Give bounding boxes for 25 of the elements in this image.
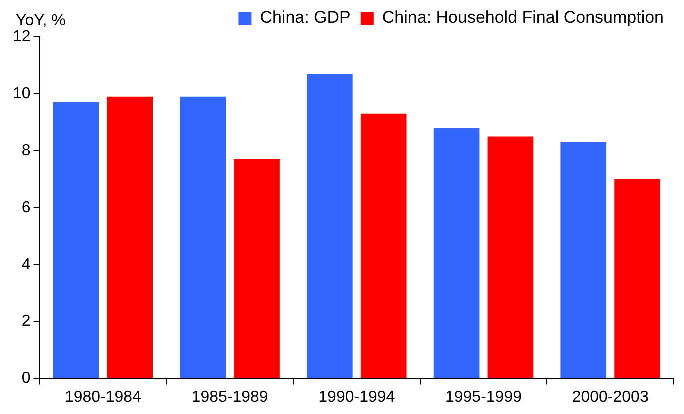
bar: [434, 128, 480, 378]
bar: [560, 142, 607, 378]
y-axis-title: YoY, %: [16, 12, 66, 30]
bar: [234, 159, 280, 378]
y-tick-label: 8: [22, 142, 31, 160]
legend-label: China: GDP: [260, 8, 351, 28]
y-tick-label: 0: [22, 370, 31, 388]
bar: [107, 96, 154, 378]
bar: [307, 74, 353, 378]
x-tick-label: 1985-1989: [192, 388, 268, 406]
bar: [180, 96, 226, 378]
x-tick-label: 1990-1994: [318, 388, 396, 406]
y-tick-label: 10: [13, 85, 31, 102]
legend-label: China: Household Final Consumption: [382, 8, 664, 28]
bar: [488, 136, 534, 378]
x-tick-label: 2000-2003: [572, 388, 649, 406]
y-tick-label: 4: [22, 256, 31, 274]
bar: [360, 114, 407, 378]
bar: [614, 179, 660, 378]
x-tick-label: 1980-1984: [64, 388, 142, 406]
x-tick-label: 1995-1999: [445, 388, 522, 406]
y-tick-label: 2: [22, 313, 31, 330]
y-tick-label: 12: [13, 28, 31, 46]
y-tick-label: 6: [22, 199, 31, 216]
bar: [53, 102, 100, 378]
